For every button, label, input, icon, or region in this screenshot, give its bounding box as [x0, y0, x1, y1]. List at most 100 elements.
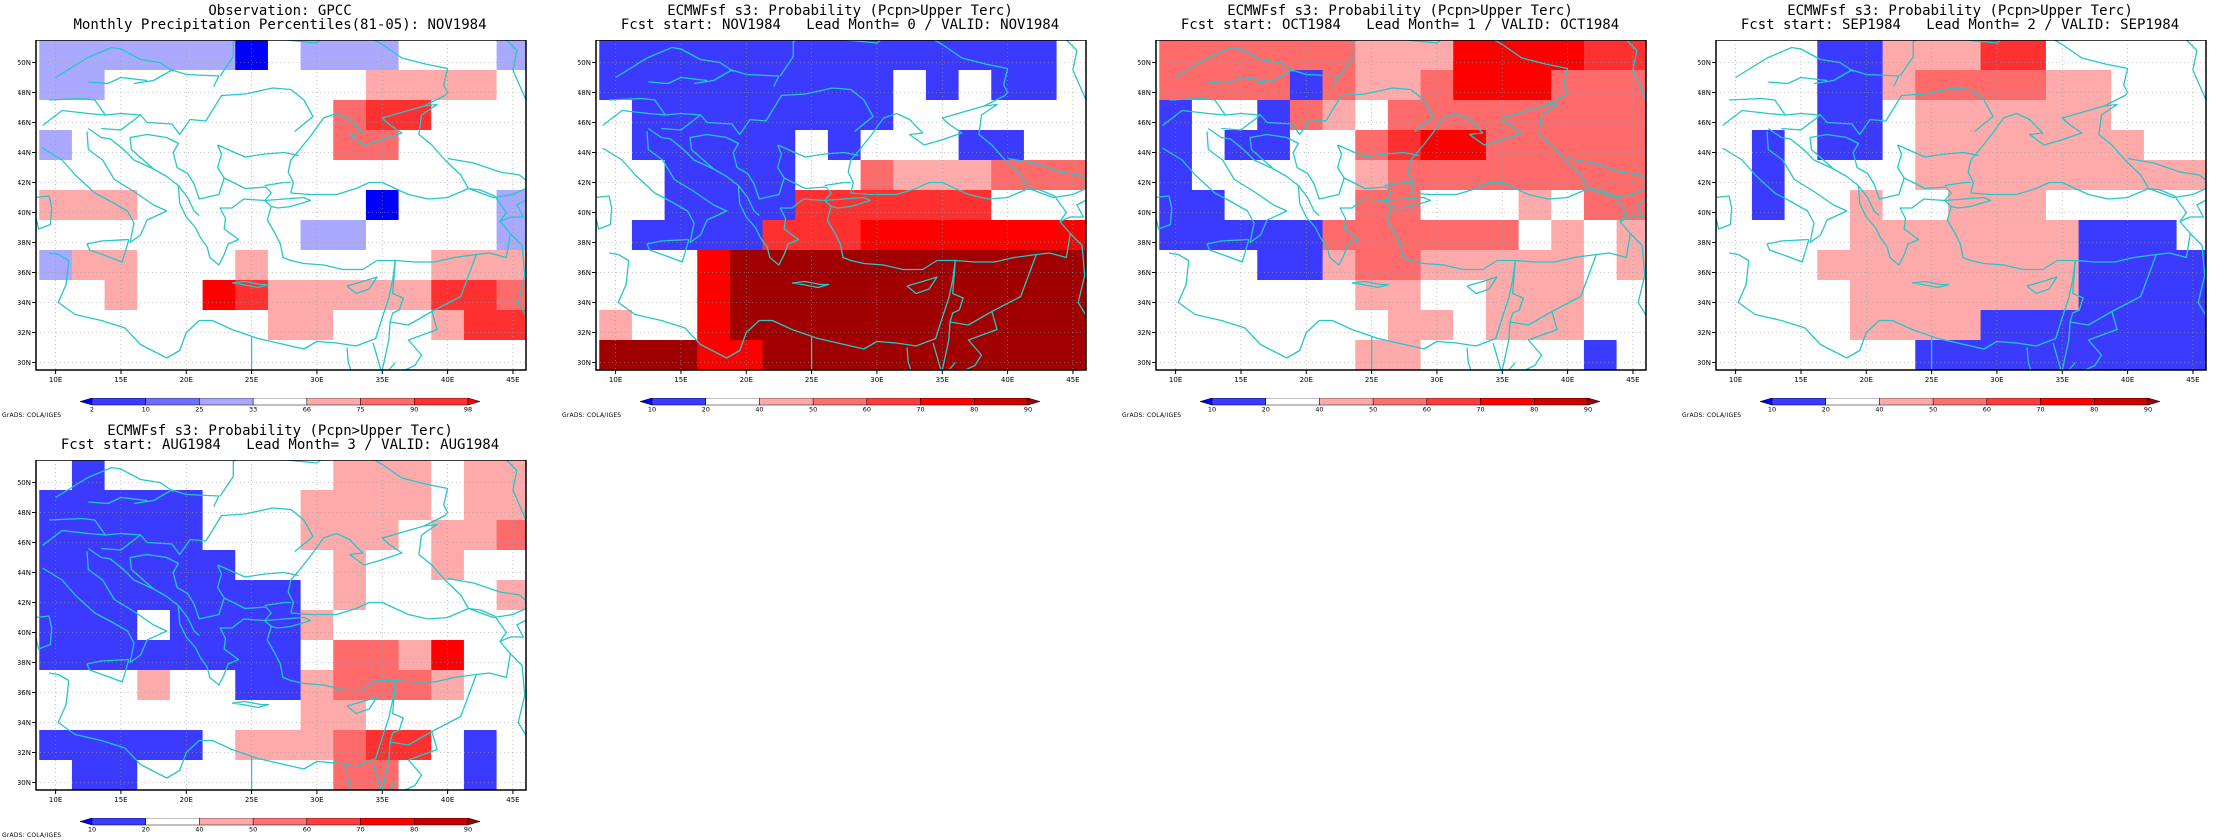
heatmap-cell — [991, 220, 1025, 251]
coastline — [346, 696, 378, 715]
heatmap-cell — [39, 700, 73, 731]
coastline — [219, 460, 238, 497]
colorbar-label: 40 — [755, 406, 763, 413]
heatmap-cell — [1616, 340, 1647, 371]
heatmap-cell — [1551, 220, 1585, 251]
heatmap-cell — [1355, 220, 1389, 251]
heatmap-cell — [1616, 100, 1647, 131]
coastline — [1508, 362, 1516, 370]
coastline — [1225, 87, 1434, 136]
heatmap-cell — [463, 520, 497, 551]
heatmap-cell — [762, 100, 796, 131]
heatmap-cell — [925, 160, 959, 191]
heatmap-cell — [2013, 100, 2047, 131]
coastline — [1911, 280, 1950, 289]
heatmap-cell — [664, 190, 698, 221]
coastline — [1351, 280, 1390, 289]
heatmap-cell — [137, 310, 171, 341]
colorbar-label: 10 — [648, 406, 656, 413]
heatmap-cell — [1387, 100, 1421, 131]
coastline — [1785, 87, 1994, 136]
heatmap-cell — [431, 190, 465, 221]
y-tick-label: 46N — [18, 119, 31, 127]
heatmap-cell — [2111, 250, 2145, 281]
heatmap-cell — [1882, 280, 1916, 311]
heatmap-cell — [2111, 40, 2145, 71]
coastline — [1903, 177, 1952, 201]
heatmap-cell — [267, 730, 301, 761]
heatmap-cell — [1191, 100, 1225, 131]
colorbar-segment — [360, 398, 415, 406]
colorbar-segment — [866, 398, 921, 406]
heatmap-cell — [71, 460, 105, 491]
heatmap-cell — [1159, 70, 1193, 101]
chart-title: Observation: GPCC — [208, 3, 352, 19]
heatmap-cell — [39, 190, 73, 221]
coastline — [42, 551, 168, 664]
x-tick-label: 30E — [310, 796, 323, 804]
heatmap-cell — [1485, 70, 1519, 101]
colorbar: 10 20 40 50 60 70 80 90 — [640, 398, 1040, 412]
heatmap-cell — [1784, 340, 1818, 371]
heatmap-cell — [795, 190, 829, 221]
heatmap-cell — [300, 760, 334, 791]
heatmap-cell — [2143, 340, 2177, 371]
coastline — [602, 131, 728, 244]
plot-frame — [1715, 40, 2207, 371]
colorbar-segment — [145, 818, 200, 826]
heatmap-cell — [762, 280, 796, 311]
coastline — [1162, 97, 1226, 127]
heatmap-cell — [137, 640, 171, 671]
coastline — [1297, 185, 1320, 216]
heatmap-cell — [1551, 340, 1585, 371]
coastlines — [36, 40, 526, 370]
heatmap-cell — [1289, 340, 1323, 371]
heatmap-cell — [431, 490, 465, 521]
coastline — [1384, 196, 1432, 209]
heatmap-cell — [398, 610, 432, 641]
coastline — [1384, 181, 1411, 187]
heatmap-cell — [958, 160, 992, 191]
colorbar-label: 10 — [1768, 406, 1776, 413]
colorbar: 2 10 25 33 66 75 90 98 — [80, 398, 480, 412]
chart-title: ECMWFsf s3: Probability (Pcpn>Upper Terc… — [107, 423, 453, 439]
heatmap-cell — [631, 100, 665, 131]
heatmap-cell — [2013, 190, 2047, 221]
heatmap-cell — [169, 730, 203, 761]
coastline — [1722, 131, 1848, 244]
heatmap-cell — [1719, 130, 1753, 161]
heatmap-cell — [1947, 70, 1981, 101]
heatmap-cell — [1257, 220, 1291, 251]
coastline — [1162, 131, 1288, 244]
heatmap-cell — [39, 340, 73, 371]
colorbar-label: 90 — [1024, 406, 1032, 413]
heatmap-cell — [1849, 250, 1883, 281]
coastline — [1716, 195, 1733, 230]
heatmap-cell — [39, 760, 73, 791]
y-tick-label: 32N — [1698, 329, 1711, 337]
colorbar-label: 20 — [1822, 406, 1830, 413]
heatmap-cell — [1191, 250, 1225, 281]
heatmap-cell — [104, 760, 138, 791]
x-tick-label: 20E — [740, 376, 753, 384]
heatmap-cell — [2176, 160, 2207, 191]
heatmap-cell — [1420, 130, 1454, 161]
heatmap-cell — [463, 460, 497, 491]
heatmap-cell — [71, 490, 105, 521]
heatmap-cell — [827, 280, 861, 311]
heatmap-cell — [496, 580, 527, 611]
heatmap-cell — [925, 130, 959, 161]
colorbar-label: 2 — [90, 406, 94, 413]
coastline — [2148, 187, 2206, 223]
heatmap-cell — [1023, 340, 1057, 371]
heatmap-cell — [39, 490, 73, 521]
heatmap-cell — [860, 340, 894, 371]
heatmap-cell — [365, 220, 399, 251]
heatmap-cell — [1257, 280, 1291, 311]
heatmap-cell — [398, 490, 432, 521]
heatmap-cell — [1387, 220, 1421, 251]
heatmap-cell — [599, 40, 633, 71]
x-tick-label: 10E — [1169, 376, 1182, 384]
coastline — [779, 40, 798, 77]
x-tick-label: 25E — [805, 376, 818, 384]
